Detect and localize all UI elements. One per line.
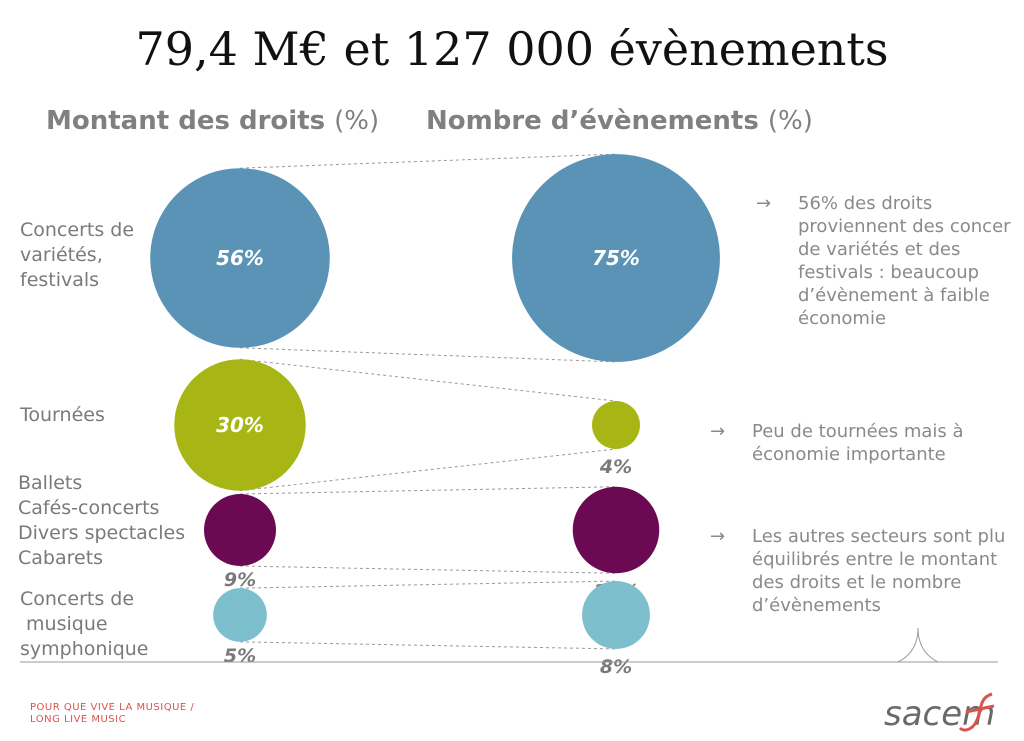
category-label-ballets-divers: Ballets Cafés-concerts Divers spectacles… — [18, 471, 185, 571]
category-line: Tournées — [20, 404, 105, 426]
header-montant-label: Montant des droits — [46, 106, 326, 136]
note-line: proviennent des concer — [798, 216, 1011, 237]
note-line: économie importante — [752, 444, 946, 465]
header-nombre-evenements: Nombre d’évènements (%) — [426, 106, 813, 136]
connector-line-bottom — [239, 641, 617, 650]
sacem-logo: sacem — [884, 694, 996, 734]
category-line: Concerts de — [20, 588, 135, 610]
header-nombre-label: Nombre d’évènements — [426, 106, 759, 136]
header-nombre-unit: (%) — [767, 106, 813, 136]
category-label-symphonique: Concerts de musique symphonique — [20, 587, 149, 662]
arrow-right-icon: → — [710, 526, 726, 547]
category-line: variétés, — [20, 244, 103, 266]
note-line: économie — [798, 308, 887, 329]
category-line: festivals — [20, 269, 100, 291]
note-line: festivals : beaucoup — [798, 262, 980, 283]
note-autres-secteurs: → Les autres secteurs sont plu équilibré… — [710, 525, 1006, 617]
category-line: Ballets — [18, 472, 83, 494]
category-line: Cafés-concerts — [18, 497, 160, 519]
data-label-droits: 9% — [224, 569, 256, 591]
bubble-evenements — [582, 581, 650, 649]
connector-line-top — [239, 486, 617, 495]
sacem-logo-mark-icon — [958, 692, 995, 732]
bubble-evenements — [512, 154, 720, 362]
note-line: d’évènement à faible — [798, 285, 990, 306]
bubble-evenements — [592, 401, 640, 449]
category-label-concerts-varietes: Concerts de variétés, festivals — [20, 218, 134, 293]
note-tournees: → Peu de tournées mais à économie import… — [710, 420, 964, 466]
note-line: des droits et le nombre — [752, 572, 962, 593]
data-label-droits: 30% — [216, 413, 264, 437]
note-line: d’évènements — [752, 595, 881, 616]
footer-tagline: POUR QUE VIVE LA MUSIQUE / LONG LIVE MUS… — [30, 702, 194, 726]
arrow-right-icon: → — [710, 421, 726, 442]
data-label-droits: 56% — [216, 246, 264, 270]
bubble-droits — [174, 359, 306, 491]
arrow-right-icon: → — [756, 193, 772, 214]
category-line: musique — [20, 613, 108, 635]
data-label-evenements: 8% — [600, 656, 632, 678]
category-line: symphonique — [20, 638, 149, 660]
data-label-evenements: 75% — [592, 246, 640, 270]
header-montant-droits: Montant des droits (%) — [46, 106, 379, 136]
connector-line-top — [239, 580, 617, 589]
note-line: Peu de tournées mais à — [752, 421, 964, 442]
data-label-droits: 5% — [224, 645, 256, 667]
category-line: Concerts de — [20, 219, 135, 241]
category-line: Cabarets — [18, 547, 104, 569]
connector-line-top — [239, 153, 617, 169]
note-line: équilibrés entre le montant — [752, 549, 998, 570]
tagline-line: POUR QUE VIVE LA MUSIQUE / — [30, 702, 195, 713]
note-concerts-varietes: → 56% des droits proviennent des concer … — [756, 192, 1011, 330]
header-montant-unit: (%) — [334, 106, 380, 136]
connector-line-bottom — [239, 565, 617, 574]
slide-title: 79,4 M€ et 127 000 évènements — [135, 22, 889, 76]
note-line: de variétés et des — [798, 239, 961, 260]
brace-shape — [897, 627, 939, 663]
data-label-evenements: 4% — [599, 456, 632, 478]
connector-line-bottom — [239, 347, 617, 363]
note-line: Les autres secteurs sont plu — [752, 526, 1006, 547]
category-line: Divers spectacles — [18, 522, 186, 544]
category-label-tournees: Tournées — [20, 403, 105, 428]
bubble-droits — [213, 588, 267, 642]
note-line: 56% des droits — [798, 193, 933, 214]
bubble-evenements — [572, 486, 660, 574]
tagline-line: LONG LIVE MUSIC — [30, 714, 127, 725]
bubble-droits — [204, 494, 276, 566]
bubble-droits — [150, 168, 330, 348]
